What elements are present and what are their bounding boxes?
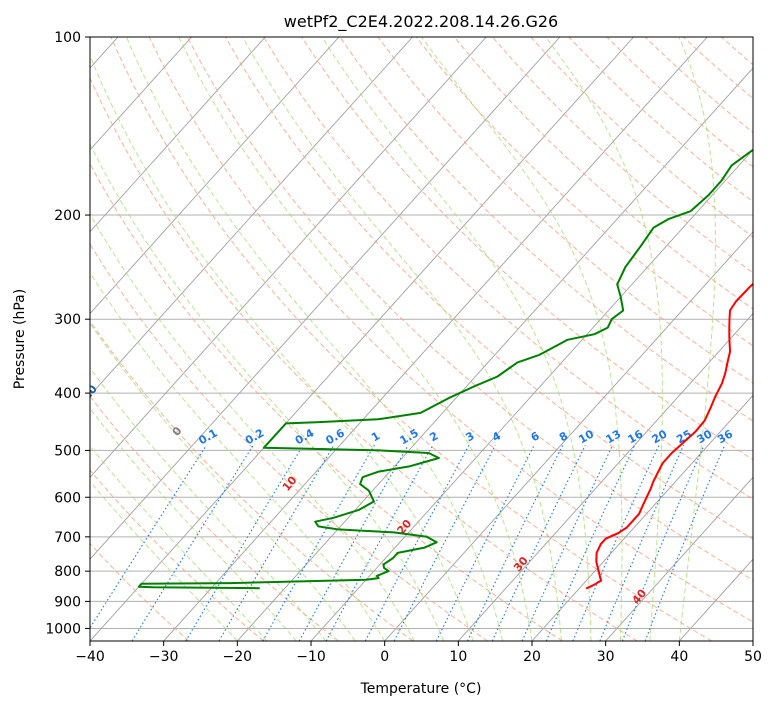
x-tick-label: −30 <box>149 649 179 665</box>
y-tick-label: 700 <box>54 530 81 546</box>
moist-adiabat-line <box>90 213 415 641</box>
isotherm-line <box>384 231 753 641</box>
chart-title: wetPf2_C2E4.2022.208.14.26.G26 <box>284 12 558 32</box>
moist-adiabat-line <box>678 37 716 641</box>
dry-adiabat-line <box>90 162 563 641</box>
mixing-ratio-line <box>298 444 409 641</box>
y-tick-label: 200 <box>54 208 81 224</box>
x-tick-label: 20 <box>523 649 541 665</box>
dry-adiabat-line <box>90 469 264 641</box>
mixing-ratio-line <box>393 444 496 641</box>
dry-adiabat-line <box>90 243 488 641</box>
x-tick-label: 10 <box>449 649 467 665</box>
y-tick-label: 600 <box>54 490 81 506</box>
isotherm-line <box>90 37 487 478</box>
dry-adiabat-line <box>90 76 638 641</box>
x-tick-label: 40 <box>670 649 688 665</box>
y-tick-label: 900 <box>54 594 81 610</box>
isotherm-line <box>90 37 413 397</box>
y-axis-label: Pressure (hPa) <box>12 289 28 389</box>
isotherm-line <box>605 476 753 641</box>
x-tick-label: −10 <box>296 649 326 665</box>
dry-adiabat-line <box>263 37 753 500</box>
x-tick-label: 30 <box>597 649 615 665</box>
dry-adiabat-line <box>224 37 753 540</box>
moist-adiabat-line <box>90 445 268 641</box>
dry-adiabat-line <box>339 37 753 422</box>
moist-adiabat-line <box>90 322 356 641</box>
dry-adiabat-label: -10 <box>77 382 100 406</box>
mixing-ratio-lines <box>90 444 726 641</box>
mixing-ratio-line <box>545 444 636 641</box>
y-axis-ticks: 100 200 300 400 500 600 700 800 900 1000 <box>45 30 90 637</box>
profiles <box>137 148 753 590</box>
isotherm-line <box>90 37 266 233</box>
isotherm-line <box>531 394 753 641</box>
x-tick-label: 50 <box>744 649 762 665</box>
dry-adiabat-line <box>186 37 753 581</box>
x-axis-ticks: −40 −30 −20 −10 0 10 20 30 40 50 <box>75 641 762 665</box>
isotherm-line <box>90 37 561 560</box>
moist-adiabat-line <box>90 271 386 641</box>
plot-frame <box>89 36 754 642</box>
isotherm-line <box>163 37 708 641</box>
x-axis-label: Temperature (°C) <box>360 681 482 697</box>
isotherm-line <box>90 37 634 641</box>
mixing-ratio-line <box>467 444 564 641</box>
y-tick-label: 1000 <box>45 621 81 637</box>
dry-adiabat-line <box>90 320 414 641</box>
y-tick-label: 300 <box>54 312 81 328</box>
mixing-ratio-line <box>572 444 660 641</box>
y-tick-label: 800 <box>54 564 81 580</box>
moist-adiabat-line <box>90 407 297 641</box>
moist-adiabat-line <box>90 54 474 641</box>
y-tick-label: 500 <box>54 443 81 459</box>
mixing-ratio-line <box>131 444 254 641</box>
mixing-ratio-line <box>90 444 207 630</box>
mixing-ratio-line <box>218 444 335 641</box>
y-tick-label: 400 <box>54 386 81 402</box>
moist-adiabat-line <box>90 143 445 641</box>
isotherm-line <box>236 67 753 641</box>
moist-adiabat-line <box>545 37 663 641</box>
x-tick-label: 0 <box>380 649 389 665</box>
moist-adiabats <box>90 37 716 641</box>
moist-adiabat-line <box>321 37 592 641</box>
moist-adiabat-line <box>178 37 533 641</box>
moist-adiabat-line <box>421 37 623 641</box>
mixing-ratio-line <box>185 444 304 641</box>
dry-adiabat-line <box>110 37 712 641</box>
moist-adiabat-line <box>125 37 503 641</box>
isotherm-line <box>90 37 192 151</box>
temperature-profile <box>585 282 753 590</box>
dry-adiabat-line <box>453 37 753 310</box>
dry-adiabat-line <box>148 37 753 623</box>
isotherm-line <box>90 37 340 315</box>
dewpoint-profile <box>137 148 753 590</box>
moist-adiabat-line <box>242 37 562 641</box>
x-tick-label: −20 <box>223 649 253 665</box>
x-tick-label: −40 <box>75 649 105 665</box>
mixing-ratio-line <box>435 444 535 641</box>
moist-adiabat-line <box>90 480 238 641</box>
plot-area: 0.10.20.40.611.52346810131620253036-100-… <box>77 37 753 641</box>
y-tick-label: 100 <box>54 30 81 46</box>
